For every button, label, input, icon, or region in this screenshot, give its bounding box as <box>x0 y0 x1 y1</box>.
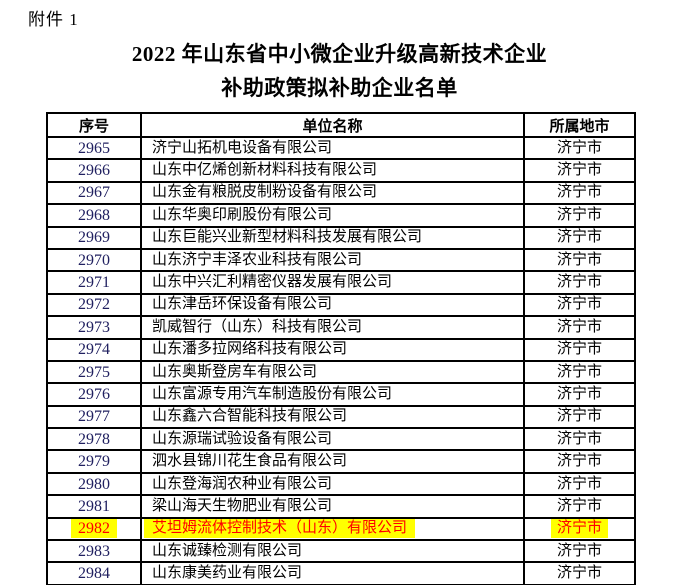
cell-serial: 2970 <box>78 251 110 269</box>
cell-company-name: 山东鑫六合智能科技有限公司 <box>152 408 348 425</box>
cell-serial: 2975 <box>78 363 110 381</box>
table-row: 2972 山东津岳环保设备有限公司 济宁市 <box>46 292 636 318</box>
cell-company-name: 泗水县锦川花生食品有限公司 <box>152 453 348 470</box>
page-title: 2022 年山东省中小微企业升级高新技术企业 补助政策拟补助企业名单 <box>0 37 679 105</box>
table-row: 2981 梁山海天生物肥业有限公司 济宁市 <box>46 494 636 519</box>
cell-city: 济宁市 <box>556 296 602 313</box>
attachment-label: 附件 1 <box>28 10 79 29</box>
cell-city: 济宁市 <box>556 475 602 492</box>
cell-city: 济宁市 <box>556 363 602 380</box>
cell-company-name: 山东华奥印刷股份有限公司 <box>152 206 333 223</box>
cell-serial: 2969 <box>78 229 110 247</box>
cell-company-name: 山东中兴汇利精密仪器发展有限公司 <box>152 274 393 291</box>
cell-company-name: 凯威智行（山东）科技有限公司 <box>152 318 363 335</box>
cell-serial: 2965 <box>78 139 110 157</box>
cell-serial: 2976 <box>78 385 110 403</box>
cell-company-name: 山东登海润农种业有限公司 <box>152 475 333 492</box>
table-row: 2973 凯威智行（山东）科技有限公司 济宁市 <box>46 315 636 340</box>
table-row: 2967 山东金有粮脱皮制粉设备有限公司 济宁市 <box>46 180 636 206</box>
cell-company-name: 山东津岳环保设备有限公司 <box>152 296 333 313</box>
cell-company-name: 山东巨能兴业新型材料科技发展有限公司 <box>152 229 423 246</box>
cell-serial: 2981 <box>78 497 110 515</box>
cell-serial: 2966 <box>78 162 110 180</box>
cell-serial: 2984 <box>78 565 110 583</box>
table-row: 2978 山东源瑞试验设备有限公司 济宁市 <box>46 427 636 452</box>
table-row: 2979 泗水县锦川花生食品有限公司 济宁市 <box>46 449 636 474</box>
cell-city: 济宁市 <box>556 184 602 201</box>
cell-serial: 2973 <box>78 318 110 336</box>
table-row: 2966 山东中亿烯创新材料科技有限公司 济宁市 <box>46 158 636 183</box>
cell-city: 济宁市 <box>556 274 602 291</box>
cell-city: 济宁市 <box>556 139 602 156</box>
table-row: 2976 山东富源专用汽车制造股份有限公司 济宁市 <box>46 382 636 407</box>
cell-company-name: 山东康美药业有限公司 <box>152 565 303 582</box>
table-row: 2969 山东巨能兴业新型材料科技发展有限公司 济宁市 <box>46 225 636 250</box>
table-row: 2965 济宁山拓机电设备有限公司 济宁市 <box>46 135 636 161</box>
table-row: 2977 山东鑫六合智能科技有限公司 济宁市 <box>46 404 636 430</box>
header-company-name: 单位名称 <box>140 112 525 138</box>
table-row: 2983 山东诚臻检测有限公司 济宁市 <box>46 539 636 564</box>
cell-company-name: 山东金有粮脱皮制粉设备有限公司 <box>152 184 378 201</box>
cell-serial: 2977 <box>78 408 110 426</box>
cell-serial: 2983 <box>78 542 110 560</box>
page-title-line1: 2022 年山东省中小微企业升级高新技术企业 <box>131 42 548 66</box>
cell-city: 济宁市 <box>556 162 602 179</box>
cell-city: 济宁市 <box>550 519 608 538</box>
cell-company-name: 艾坦姆流体控制技术（山东）有限公司 <box>144 519 416 538</box>
cell-city: 济宁市 <box>556 408 602 425</box>
table-row: 2975 山东奥斯登房车有限公司 济宁市 <box>46 359 636 385</box>
cell-company-name: 山东潘多拉网络科技有限公司 <box>152 341 348 358</box>
table-row: 2968 山东华奥印刷股份有限公司 济宁市 <box>46 203 636 228</box>
cell-serial: 2971 <box>78 274 110 292</box>
cell-serial: 2974 <box>78 341 110 359</box>
cell-serial: 2967 <box>78 184 110 202</box>
cell-company-name: 山东诚臻检测有限公司 <box>152 542 303 559</box>
cell-city: 济宁市 <box>556 229 602 246</box>
cell-company-name: 山东奥斯登房车有限公司 <box>152 363 318 380</box>
cell-serial: 2978 <box>78 430 110 448</box>
cell-serial: 2979 <box>78 453 110 471</box>
table-row: 2980 山东登海润农种业有限公司 济宁市 <box>46 471 636 497</box>
cell-city: 济宁市 <box>556 453 602 470</box>
header-city: 所属地市 <box>523 112 636 138</box>
cell-serial: 2980 <box>78 475 110 493</box>
cell-serial: 2972 <box>78 296 110 314</box>
cell-city: 济宁市 <box>556 318 602 335</box>
cell-company-name: 梁山海天生物肥业有限公司 <box>152 497 333 514</box>
cell-company-name: 山东济宁丰泽农业科技有限公司 <box>152 251 363 268</box>
cell-city: 济宁市 <box>556 430 602 447</box>
cell-city: 济宁市 <box>556 542 602 559</box>
company-table: 序号 单位名称 所属地市 2965 济宁山拓机电设备有限公司 济宁市 2966 山东中… <box>46 112 636 585</box>
cell-company-name: 济宁山拓机电设备有限公司 <box>152 139 333 156</box>
cell-city: 济宁市 <box>556 341 602 358</box>
cell-company-name: 山东中亿烯创新材料科技有限公司 <box>152 162 378 179</box>
table-row: 2970 山东济宁丰泽农业科技有限公司 济宁市 <box>46 247 636 273</box>
table-row: 2984 山东康美药业有限公司 济宁市 <box>46 561 636 585</box>
cell-city: 济宁市 <box>556 251 602 268</box>
page-title-line2: 补助政策拟补助企业名单 <box>221 76 458 100</box>
cell-city: 济宁市 <box>556 565 602 582</box>
cell-serial: 2982 <box>71 519 117 538</box>
header-serial: 序号 <box>46 112 142 138</box>
cell-city: 济宁市 <box>556 497 602 514</box>
table-row: 2974 山东潘多拉网络科技有限公司 济宁市 <box>46 337 636 362</box>
cell-city: 济宁市 <box>556 206 602 223</box>
table-row-highlighted: 2982 艾坦姆流体控制技术（山东）有限公司 济宁市 <box>46 516 636 542</box>
cell-company-name: 山东富源专用汽车制造股份有限公司 <box>152 385 393 402</box>
cell-serial: 2968 <box>78 206 110 224</box>
cell-city: 济宁市 <box>556 385 602 402</box>
table-row: 2971 山东中兴汇利精密仪器发展有限公司 济宁市 <box>46 270 636 295</box>
cell-company-name: 山东源瑞试验设备有限公司 <box>152 430 333 447</box>
table-header-row: 序号 单位名称 所属地市 <box>46 112 636 138</box>
